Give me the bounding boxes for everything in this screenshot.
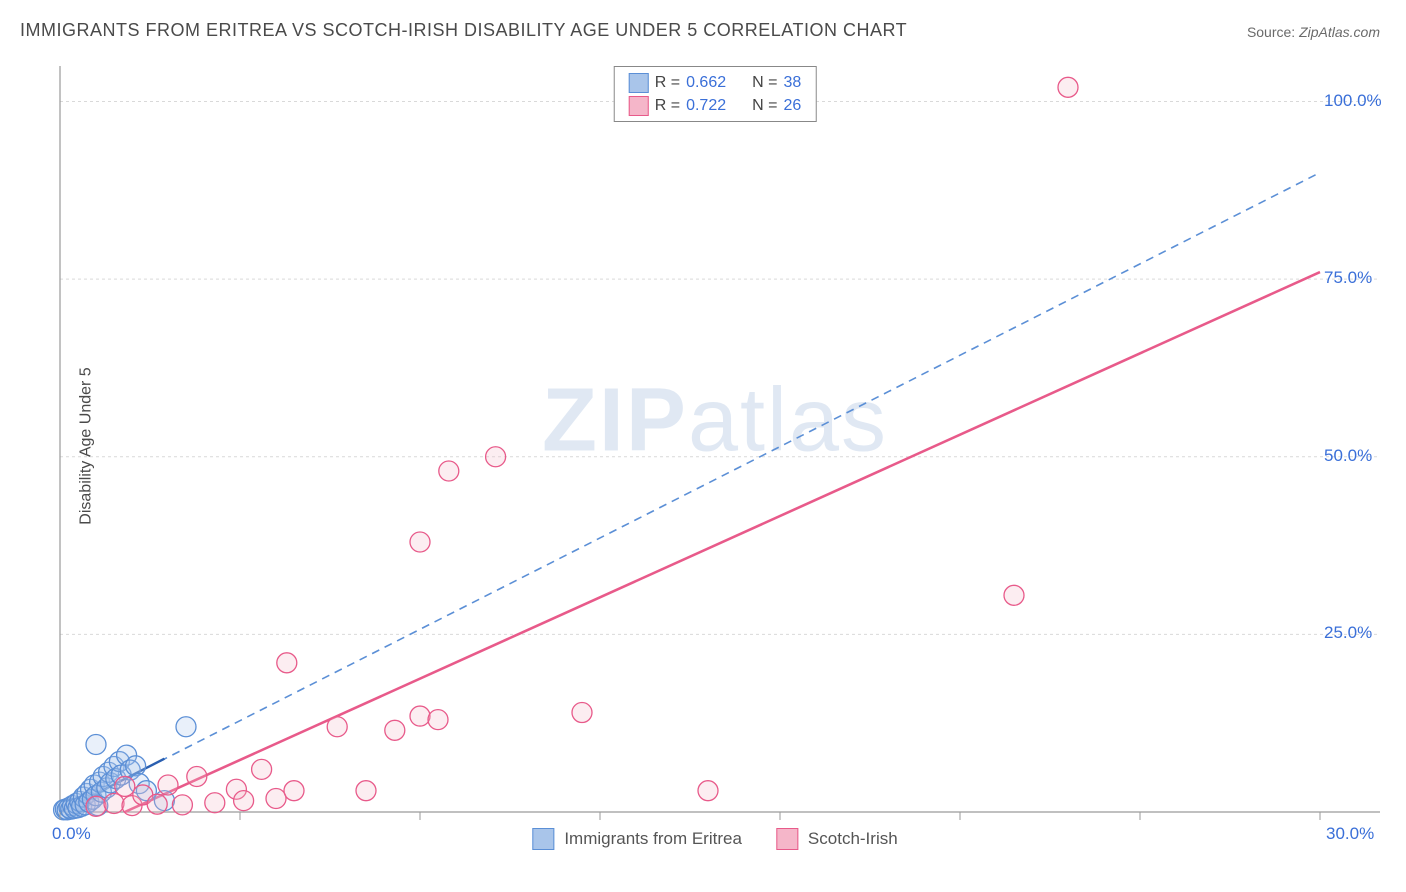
source-attribution: Source: ZipAtlas.com [1247,24,1380,40]
legend-swatch [776,828,798,850]
axis-tick-label: 75.0% [1324,268,1372,288]
series-legend-item: Scotch-Irish [776,828,898,850]
r-label: R = [655,94,680,117]
axis-tick-label: 30.0% [1326,824,1374,844]
chart-title: IMMIGRANTS FROM ERITREA VS SCOTCH-IRISH … [20,20,907,41]
chart-area: ZIPatlas R = 0.662N = 38R = 0.722N = 26 … [50,58,1380,848]
r-value: 0.662 [686,71,726,94]
legend-swatch [629,73,649,93]
axis-tick-label: 0.0% [52,824,91,844]
r-value: 0.722 [686,94,726,117]
axis-tick-label: 25.0% [1324,623,1372,643]
legend-swatch [532,828,554,850]
r-label: R = [655,71,680,94]
source-value: ZipAtlas.com [1299,24,1380,40]
n-label: N = [752,94,777,117]
series-label: Scotch-Irish [808,829,898,849]
series-legend: Immigrants from Eritrea Scotch-Irish [532,828,897,850]
corr-legend-row: R = 0.662 N = 38 [629,71,802,94]
n-value: 38 [783,71,801,94]
scatter-plot [50,58,1380,848]
n-value: 26 [783,94,801,117]
correlation-legend: R = 0.662 N = 38 R = 0.722 N = 26 [614,66,817,122]
n-label: N = [752,71,777,94]
series-legend-item: Immigrants from Eritrea [532,828,742,850]
axis-tick-label: 50.0% [1324,446,1372,466]
corr-legend-row: R = 0.722 N = 26 [629,94,802,117]
source-label: Source: [1247,24,1295,40]
legend-swatch [629,96,649,116]
axis-tick-label: 100.0% [1324,91,1382,111]
series-label: Immigrants from Eritrea [564,829,742,849]
